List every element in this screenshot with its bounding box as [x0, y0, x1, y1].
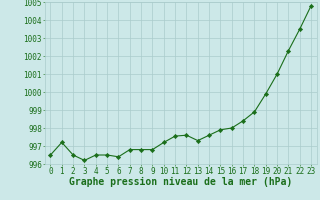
X-axis label: Graphe pression niveau de la mer (hPa): Graphe pression niveau de la mer (hPa) [69, 177, 292, 187]
